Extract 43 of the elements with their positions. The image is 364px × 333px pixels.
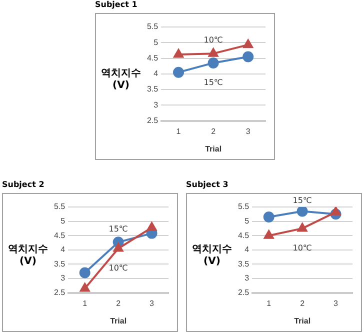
x-tick-label: 1 bbox=[266, 298, 272, 308]
x-tick-label: 1 bbox=[82, 298, 88, 308]
x-tick-label: 1 bbox=[176, 126, 182, 136]
y-tick-label: 4 bbox=[244, 245, 250, 254]
y-tick-label: 3 bbox=[60, 274, 66, 283]
series-label: 10℃ bbox=[204, 36, 223, 45]
series-label: 15℃ bbox=[292, 196, 312, 206]
y-tick-label: 5.5 bbox=[238, 202, 250, 212]
y-tick-label: 4.5 bbox=[146, 53, 159, 62]
series-label: 10℃ bbox=[292, 244, 312, 253]
x-axis-title: Trial bbox=[110, 316, 127, 326]
y-tick-label: 2.5 bbox=[146, 116, 159, 126]
y-tick-label: 3 bbox=[244, 274, 250, 283]
y-tick-label: 4 bbox=[60, 245, 66, 254]
x-tick-label: 2 bbox=[211, 126, 216, 136]
x-tick-label: 2 bbox=[116, 298, 122, 308]
y-axis-title: 역치지수 (V) bbox=[100, 66, 142, 90]
y-tick-label: 3.5 bbox=[146, 84, 159, 94]
y-tick-label: 5 bbox=[60, 216, 66, 226]
series-label: 15℃ bbox=[108, 224, 128, 234]
y-axis-title: 역치지수 (V) bbox=[191, 242, 233, 266]
y-tick-label: 3.5 bbox=[54, 259, 66, 268]
y-tick-label: 4.5 bbox=[54, 230, 66, 240]
y-tick-label: 5.5 bbox=[54, 202, 66, 212]
x-axis-title: Trial bbox=[205, 144, 222, 154]
x-tick-label: 2 bbox=[300, 298, 306, 308]
y-tick-label: 5 bbox=[244, 216, 250, 226]
series-label: 10℃ bbox=[108, 264, 128, 273]
y-tick-label: 4.5 bbox=[238, 230, 250, 240]
y-tick-label: 3.5 bbox=[238, 259, 250, 268]
y-tick-label: 4 bbox=[154, 69, 159, 78]
y-tick-label: 3 bbox=[154, 100, 159, 110]
x-axis-title: Trial bbox=[294, 316, 311, 326]
series-label: 15℃ bbox=[204, 78, 223, 88]
y-axis-title: 역치지수 (V) bbox=[7, 242, 49, 266]
x-tick-label: 3 bbox=[334, 298, 339, 308]
y-tick-label: 5 bbox=[154, 38, 159, 47]
y-tick-label: 5.5 bbox=[146, 22, 159, 32]
chart-title: Subject 1 bbox=[95, 0, 138, 9]
y-tick-label: 2.5 bbox=[54, 288, 66, 298]
chart-title: Subject 3 bbox=[186, 180, 228, 189]
chart-title: Subject 2 bbox=[2, 180, 44, 189]
y-tick-label: 2.5 bbox=[238, 288, 250, 298]
